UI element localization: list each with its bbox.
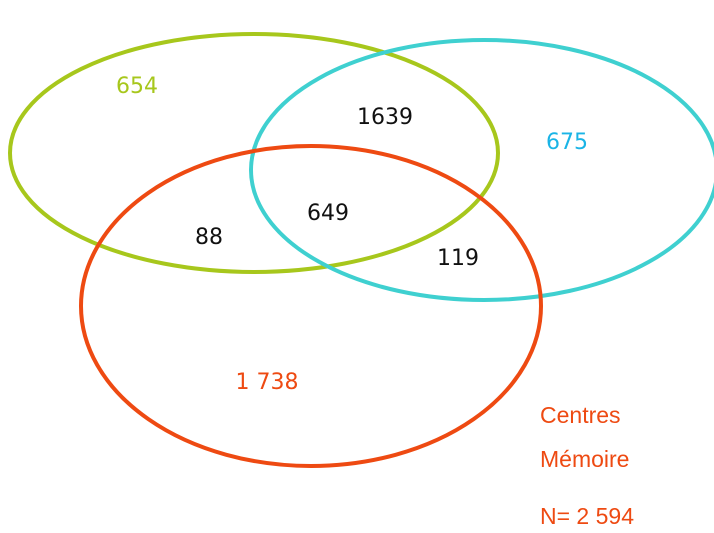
sample-size-label: N= 2 594 [540,503,634,529]
orange-only-count: 1 738 [236,370,299,395]
cyan-orange-count: 119 [437,246,479,271]
all-three-count: 649 [307,201,349,226]
green-only-count: 654 [116,74,158,99]
green-orange-count: 88 [195,225,223,250]
caption-line-2: Mémoire [540,446,629,472]
orange-set-ellipse [79,144,543,468]
cyan-set-ellipse [249,38,714,302]
green-cyan-count: 1639 [357,105,413,130]
cyan-only-count: 675 [546,130,588,155]
green-set-ellipse [8,32,500,274]
caption-line-1: Centres [540,402,621,428]
